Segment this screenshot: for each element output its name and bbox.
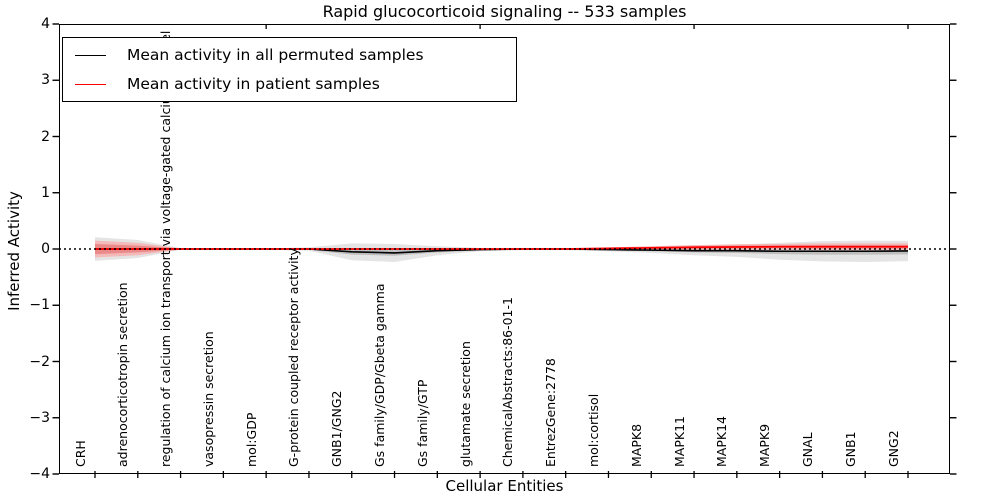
entity-label: CRH	[72, 440, 88, 467]
y-tick-label: −2	[29, 353, 50, 370]
y-tick-label: 3	[41, 72, 50, 89]
y-tick-label: 2	[41, 128, 50, 145]
entity-label: Gs family/GDP/Gbeta gamma	[372, 283, 388, 467]
entity-label: ChemicalAbstracts:86-01-1	[500, 297, 516, 467]
entity-label: GNAL	[799, 432, 815, 467]
entity-label: mol:GDP	[243, 412, 259, 467]
entity-label: MAPK9	[757, 423, 773, 467]
entity-label: glutamate secretion	[457, 341, 473, 467]
x-axis-label: Cellular Entities	[445, 477, 564, 495]
plot-area	[59, 24, 950, 474]
legend-label-patient: Mean activity in patient samples	[127, 75, 380, 93]
entity-label: EntrezGene:2778	[543, 358, 559, 467]
patient-line-swatch	[75, 83, 106, 85]
y-tick-label: −3	[29, 409, 50, 426]
entity-label: mol:cortisol	[585, 393, 601, 467]
entity-label: MAPK14	[714, 416, 730, 467]
permuted-line-swatch	[75, 54, 106, 56]
entity-label: G-protein coupled receptor activity	[286, 248, 302, 467]
y-tick-label: −4	[29, 466, 50, 482]
entity-label: vasopressin secretion	[200, 331, 216, 467]
y-tick-label: 0	[41, 241, 50, 257]
y-tick-label: −1	[29, 297, 50, 314]
entity-label: GNB1	[842, 431, 858, 467]
entity-label: GNG2	[885, 430, 901, 467]
legend-item-patient: Mean activity in patient samples	[63, 70, 516, 98]
entity-label: adrenocorticotropin secretion	[115, 282, 131, 467]
entity-label: MAPK11	[671, 416, 687, 467]
entity-label: GNB1/GNG2	[329, 390, 345, 467]
legend-label-permuted: Mean activity in all permuted samples	[127, 46, 424, 64]
y-tick-label: 1	[41, 184, 50, 201]
entity-label: Gs family/GTP	[414, 379, 430, 467]
legend-item-permuted: Mean activity in all permuted samples	[63, 41, 516, 69]
legend: Mean activity in all permuted samples Me…	[62, 37, 517, 102]
chart-title: Rapid glucocorticoid signaling -- 533 sa…	[322, 2, 687, 21]
y-tick-label: 4	[41, 16, 50, 32]
entity-label: MAPK8	[628, 423, 644, 467]
